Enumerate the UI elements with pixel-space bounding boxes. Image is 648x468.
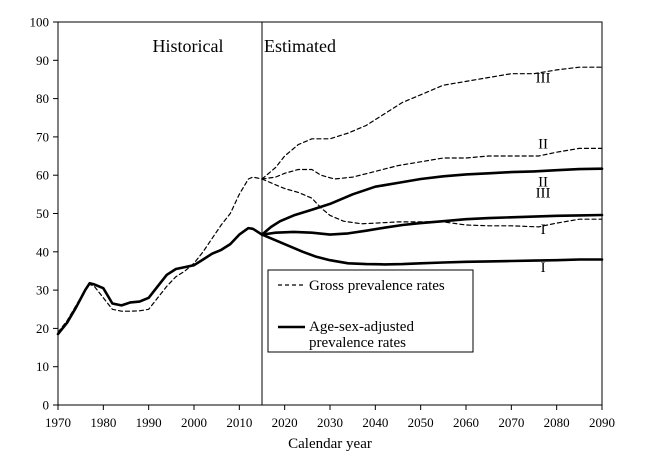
x-tick-label: 2040 <box>362 415 388 430</box>
y-tick-label: 90 <box>36 53 49 68</box>
x-tick-label: 1970 <box>45 415 71 430</box>
x-tick-label: 2080 <box>544 415 570 430</box>
region-label-historical: Historical <box>153 36 224 56</box>
series-line-dashed-1 <box>261 66 603 180</box>
scenario-label-4: I <box>541 222 546 238</box>
y-tick-label: 100 <box>30 15 50 30</box>
x-tick-label: 2060 <box>453 415 479 430</box>
scenario-label-1: II <box>538 136 548 152</box>
scenario-label-0: III <box>536 71 551 87</box>
scenario-label-5: I <box>541 260 546 276</box>
scenario-label-3: II <box>538 175 548 191</box>
y-tick-label: 10 <box>36 359 49 374</box>
y-tick-label: 40 <box>36 244 49 259</box>
series-line-dashed-2 <box>261 147 603 180</box>
y-tick-label: 70 <box>36 129 49 144</box>
legend-label-adjusted-line1: Age-sex-adjusted <box>309 319 414 335</box>
x-tick-label: 2020 <box>272 415 298 430</box>
y-tick-label: 30 <box>36 283 49 298</box>
x-tick-label: 1980 <box>90 415 116 430</box>
legend: Gross prevalence rates Age-sex-adjusted … <box>267 269 474 353</box>
x-tick-label: 2050 <box>408 415 434 430</box>
x-tick-label: 2090 <box>589 415 615 430</box>
series-line-solid-7 <box>260 233 604 266</box>
y-tick-label: 0 <box>43 398 50 413</box>
x-tick-label: 2000 <box>181 415 207 430</box>
series-line-dashed-0 <box>57 176 263 333</box>
legend-label-gross: Gross prevalence rates <box>309 278 445 294</box>
annotation-layer: Historical Estimated Calendar year <box>153 36 372 452</box>
y-tick-label: 50 <box>36 206 49 221</box>
legend-box <box>267 269 474 353</box>
y-tick-label: 60 <box>36 168 49 183</box>
series-line-dashed-3 <box>261 178 603 228</box>
x-tick-label: 2030 <box>317 415 343 430</box>
y-tick-label: 20 <box>36 321 49 336</box>
x-tick-label: 1990 <box>136 415 162 430</box>
x-tick-label: 2010 <box>226 415 252 430</box>
legend-label-adjusted-line2: prevalence rates <box>309 335 406 351</box>
region-label-estimated: Estimated <box>264 36 336 56</box>
series-line-solid-4 <box>56 226 264 336</box>
x-axis-title: Calendar year <box>288 436 372 452</box>
y-tick-label: 80 <box>36 91 49 106</box>
x-tick-label: 2070 <box>498 415 524 430</box>
scenario-label-2: III <box>536 185 551 201</box>
series-line-solid-6 <box>260 213 604 236</box>
series-line-solid-5 <box>260 167 604 236</box>
